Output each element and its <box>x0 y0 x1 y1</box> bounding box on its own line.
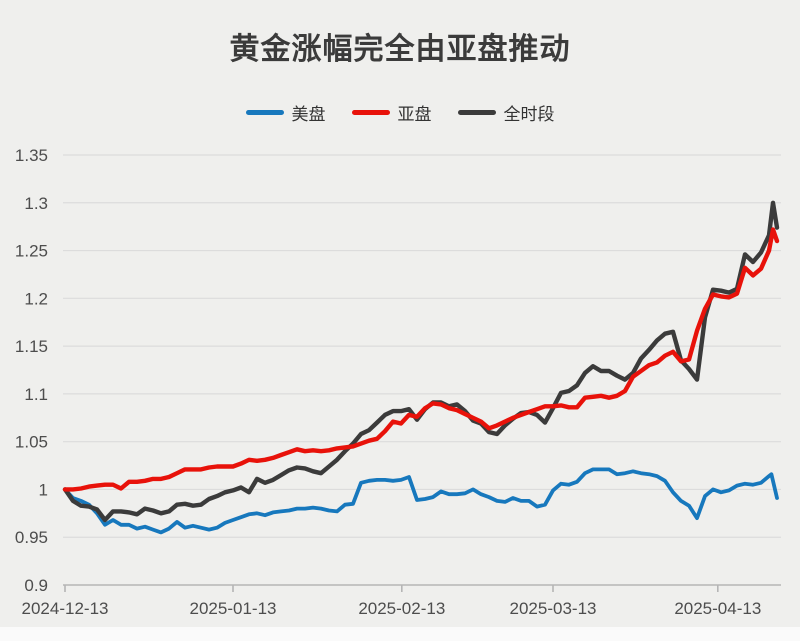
y-axis-tick-label: 1.2 <box>24 289 48 308</box>
y-axis-tick-label: 0.95 <box>15 528 48 547</box>
bottom-strip <box>0 627 800 641</box>
series-line-美盘 <box>63 467 779 535</box>
legend-label-asia-session: 亚盘 <box>397 105 432 124</box>
x-axis-tick-label: 2025-03-13 <box>510 599 597 618</box>
chart-title: 黄金涨幅完全由亚盘推动 <box>229 33 571 66</box>
asia-session-line-swatch-icon <box>351 110 390 115</box>
series-line-亚盘 <box>62 227 780 492</box>
x-axis-tick-label: 2024-12-13 <box>22 599 109 618</box>
y-axis-tick-label: 1 <box>39 480 48 499</box>
y-axis-tick-label: 0.9 <box>24 576 48 595</box>
x-axis-tick-label: 2025-01-13 <box>190 599 277 618</box>
legend-label-us-session: 美盘 <box>291 105 326 124</box>
us-session-line-swatch-icon <box>245 110 284 115</box>
y-axis-tick-label: 1.3 <box>24 194 48 213</box>
legend-item-all-sessions: 全时段 <box>457 100 555 125</box>
legend-item-us-session: 美盘 <box>245 100 326 125</box>
all-sessions-line-swatch-icon <box>457 110 496 115</box>
y-axis-tick-label: 1.15 <box>15 337 48 356</box>
chart-legend: 美盘 亚盘 全时段 <box>0 100 800 125</box>
y-axis-tick-label: 1.35 <box>15 146 48 165</box>
x-axis-tick-label: 2025-04-13 <box>674 599 761 618</box>
y-axis-tick-label: 1.05 <box>15 433 48 452</box>
x-axis-tick-label: 2025-02-13 <box>358 599 445 618</box>
y-axis-tick-label: 1.1 <box>24 385 48 404</box>
legend-label-all-sessions: 全时段 <box>503 105 555 124</box>
legend-item-asia-session: 亚盘 <box>351 100 432 125</box>
y-axis-tick-label: 1.25 <box>15 242 48 261</box>
